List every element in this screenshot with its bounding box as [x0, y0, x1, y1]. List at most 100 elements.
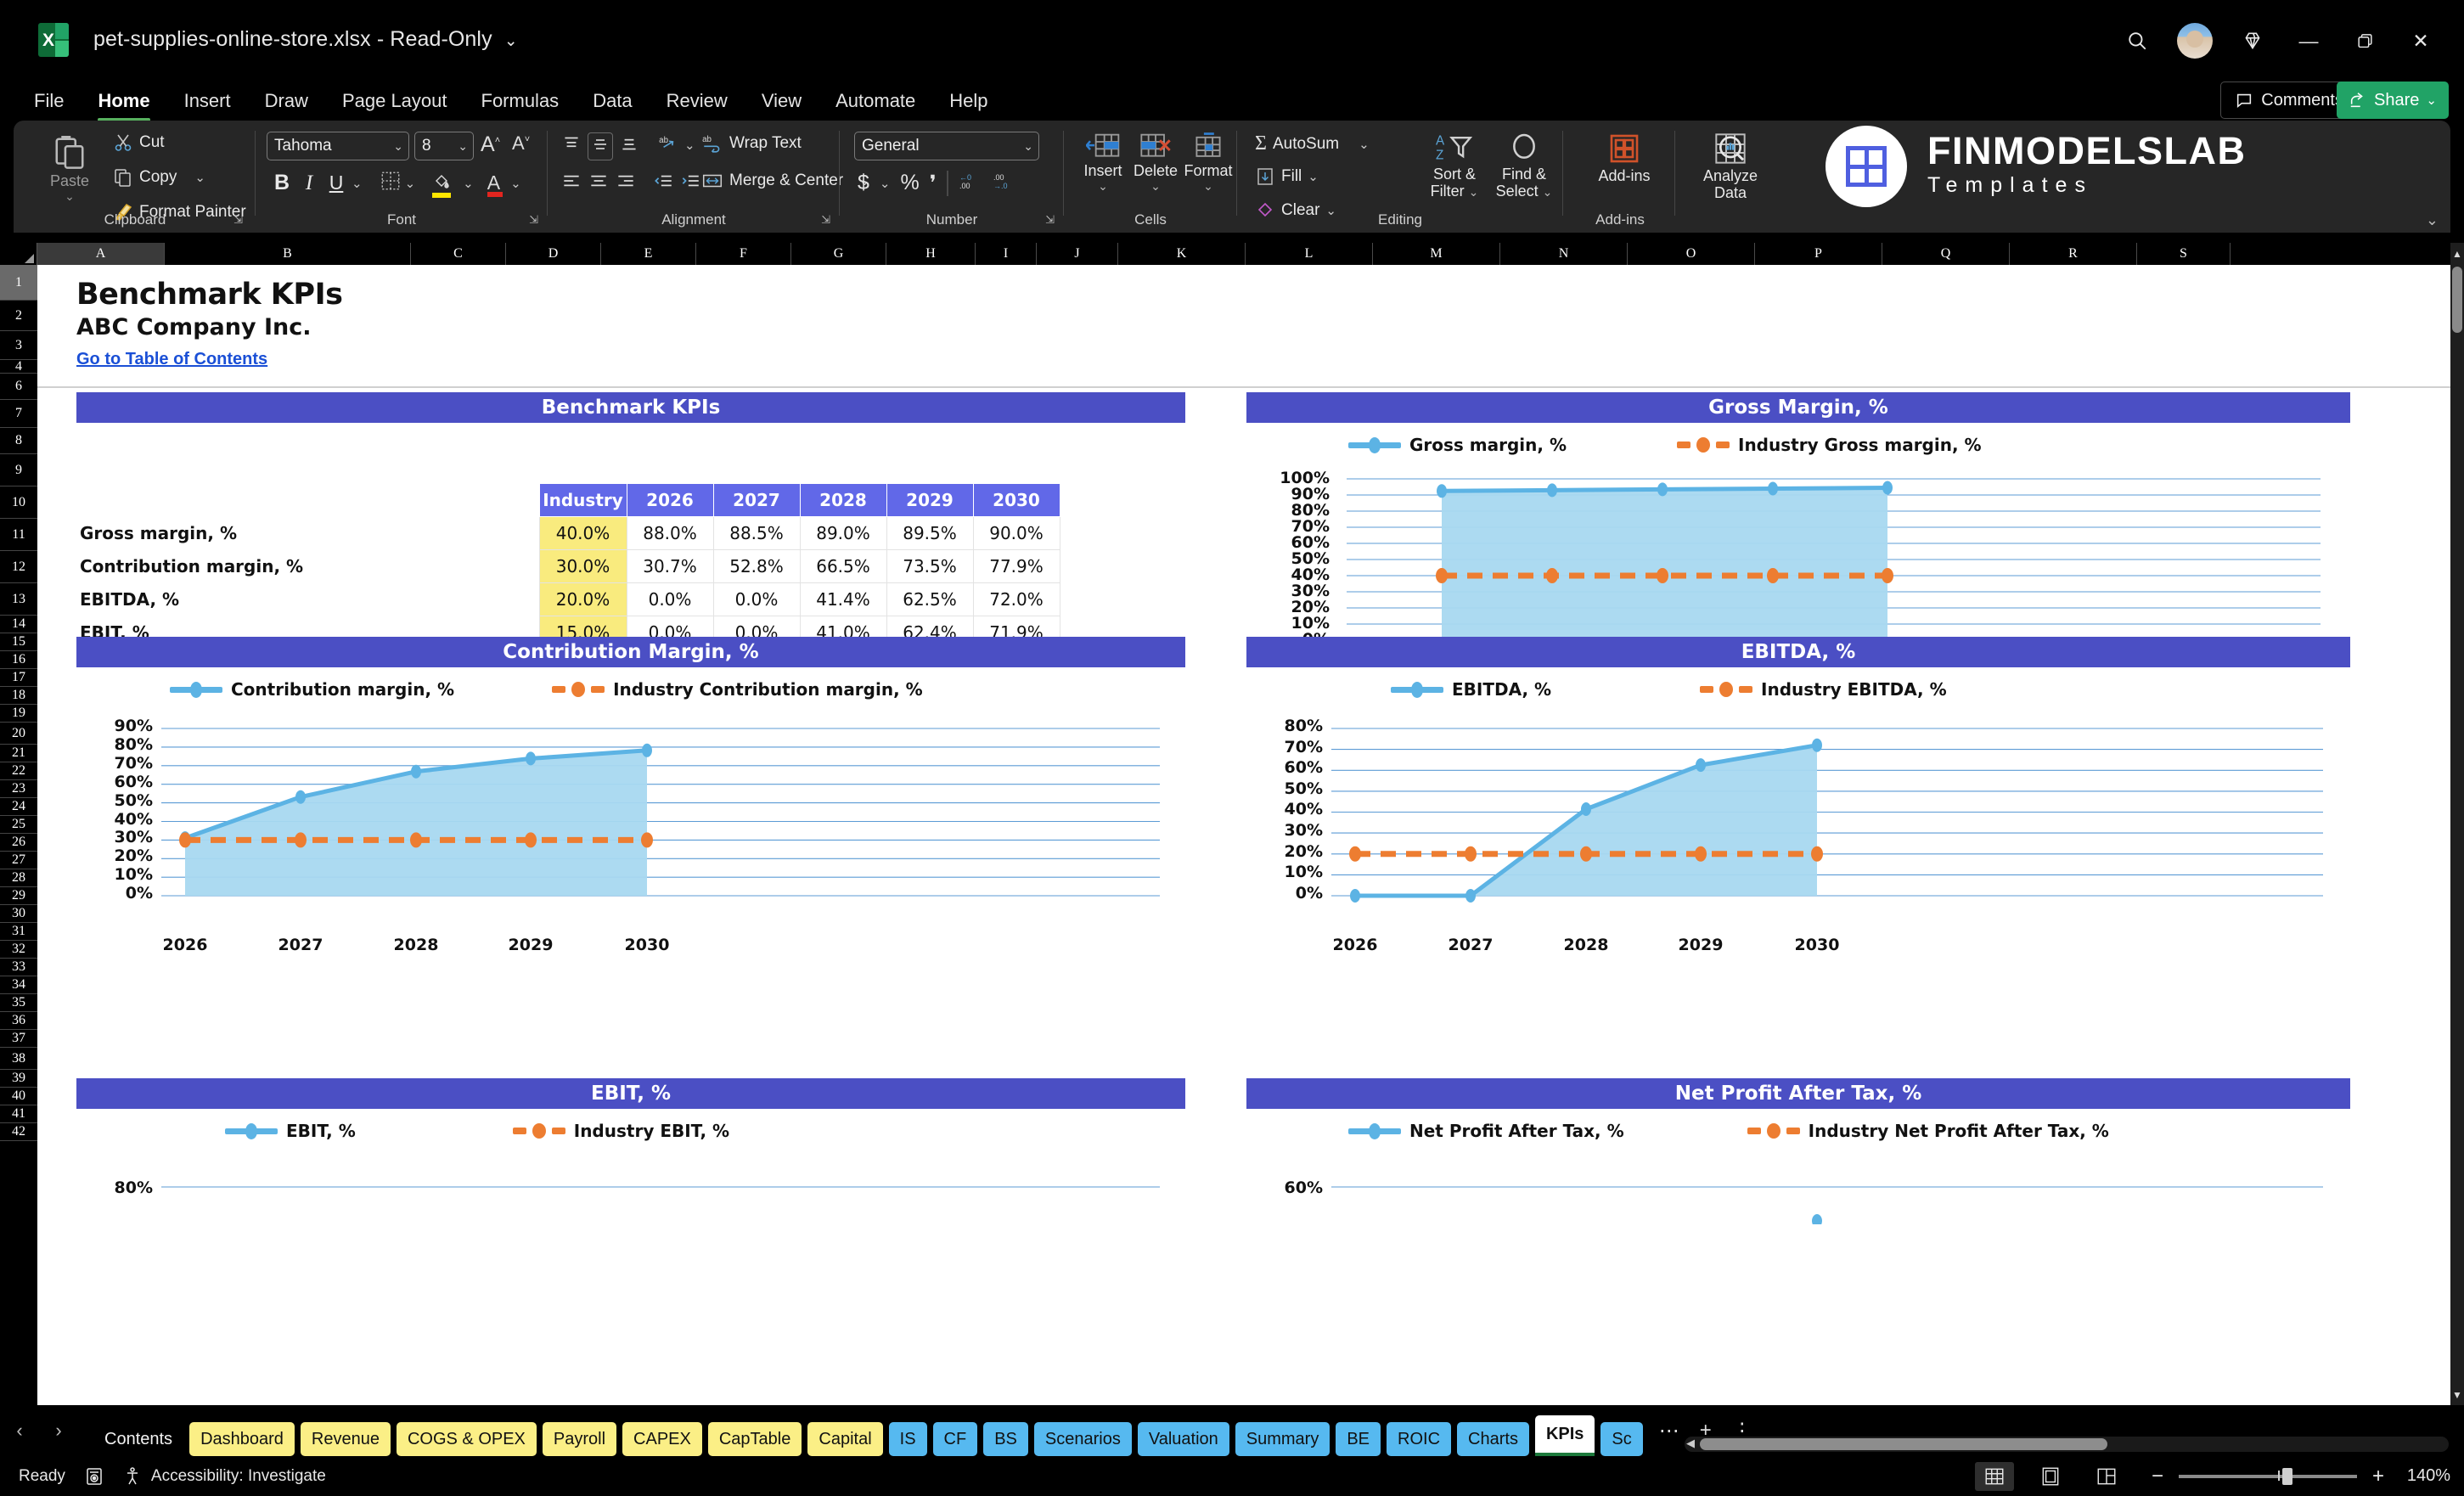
table-of-contents-link[interactable]: Go to Table of Contents: [76, 350, 268, 368]
minimize-button[interactable]: —: [2298, 29, 2319, 52]
underline-chevron-down-icon[interactable]: ⌄: [352, 176, 363, 191]
addins-button[interactable]: Add-ins: [1586, 129, 1662, 187]
row-header-4[interactable]: 4: [0, 359, 37, 374]
row-header-15[interactable]: 15: [0, 633, 37, 651]
ribbon-collapse-chevron-icon[interactable]: ⌄: [2425, 211, 2439, 228]
row-header-2[interactable]: 2: [0, 301, 37, 331]
alignment-dialog-launcher[interactable]: ⇲: [821, 213, 830, 226]
select-all-corner[interactable]: [0, 243, 37, 265]
decrease-font-size-button[interactable]: A˅: [512, 132, 531, 154]
fill-button[interactable]: Fill ⌄: [1252, 165, 1322, 188]
sheet-tab-is[interactable]: IS: [888, 1422, 927, 1456]
bold-button[interactable]: B: [273, 171, 290, 194]
insert-chevron-down-icon[interactable]: ⌄: [1098, 179, 1108, 194]
sheet-tab-kpis[interactable]: KPIs: [1534, 1415, 1595, 1456]
column-header-I[interactable]: I: [976, 243, 1037, 265]
row-header-29[interactable]: 29: [0, 887, 37, 905]
ribbon-tab-review[interactable]: Review: [666, 90, 728, 111]
column-header-O[interactable]: O: [1628, 243, 1755, 265]
sheet-tab-capex[interactable]: CAPEX: [622, 1422, 702, 1456]
comma-format-button[interactable]: ❜: [929, 171, 937, 195]
row-header-40[interactable]: 40: [0, 1088, 37, 1105]
align-middle-icon[interactable]: [588, 132, 613, 160]
page-layout-view-button[interactable]: [2031, 1462, 2070, 1491]
sheet-tab-charts[interactable]: Charts: [1457, 1422, 1529, 1456]
ribbon-tab-file[interactable]: File: [34, 90, 65, 111]
comments-button[interactable]: Comments: [2220, 82, 2358, 119]
row-header-26[interactable]: 26: [0, 834, 37, 852]
row-header-13[interactable]: 13: [0, 583, 37, 616]
format-cells-button[interactable]: Format ⌄: [1184, 129, 1233, 196]
row-header-12[interactable]: 12: [0, 551, 37, 583]
clear-button[interactable]: Clear ⌄: [1252, 199, 1340, 222]
chart-net-profit-after-tax[interactable]: Net Profit After Tax, % Net Profit After…: [1246, 1078, 2350, 1406]
copy-button[interactable]: Copy ⌄: [110, 166, 209, 189]
clear-chevron-down-icon[interactable]: ⌄: [1325, 204, 1336, 218]
legend-item-series[interactable]: Net Profit After Tax, %: [1348, 1121, 1624, 1141]
zoom-slider-knob[interactable]: [2281, 1467, 2292, 1485]
legend-item-series[interactable]: Contribution margin, %: [170, 679, 454, 700]
row-header-30[interactable]: 30: [0, 905, 37, 923]
decrease-decimal-icon[interactable]: .00 →.0: [993, 170, 1016, 196]
sheet-tab-scenarios[interactable]: Scenarios: [1033, 1422, 1132, 1456]
horizontal-scrollbar[interactable]: ◀: [1685, 1437, 2449, 1452]
ribbon-tab-formulas[interactable]: Formulas: [481, 90, 560, 111]
row-header-33[interactable]: 33: [0, 959, 37, 976]
font-size-select[interactable]: 8 ⌄: [414, 132, 474, 160]
fill-color-chevron-down-icon[interactable]: ⌄: [463, 176, 474, 191]
legend-item-industry[interactable]: Industry Contribution margin, %: [552, 679, 923, 700]
row-header-20[interactable]: 20: [0, 723, 37, 745]
close-button[interactable]: ✕: [2412, 29, 2429, 52]
legend-item-industry[interactable]: Industry EBIT, %: [512, 1121, 729, 1141]
restore-button[interactable]: [2337, 19, 2393, 63]
row-header-36[interactable]: 36: [0, 1012, 37, 1030]
ribbon-tab-data[interactable]: Data: [593, 90, 633, 111]
row-header-16[interactable]: 16: [0, 651, 37, 669]
chevron-down-icon[interactable]: ⌄: [503, 32, 518, 50]
next-sheet-arrow-icon[interactable]: ›: [55, 1420, 62, 1441]
ribbon-tab-draw[interactable]: Draw: [264, 90, 308, 111]
column-header-A[interactable]: A: [37, 243, 165, 265]
row-header-3[interactable]: 3: [0, 331, 37, 360]
tab-overflow-button[interactable]: ⋯: [1658, 1419, 1679, 1443]
column-header-N[interactable]: N: [1500, 243, 1628, 265]
delete-cells-button[interactable]: Delete ⌄: [1131, 129, 1180, 196]
align-right-icon[interactable]: [615, 170, 637, 196]
sheet-tab-sc[interactable]: Sc: [1600, 1422, 1643, 1456]
sheet-tab-summary[interactable]: Summary: [1235, 1422, 1330, 1456]
clipboard-dialog-launcher[interactable]: ⇲: [233, 213, 243, 226]
legend-item-industry[interactable]: Industry Gross margin, %: [1677, 435, 1982, 455]
column-header-L[interactable]: L: [1246, 243, 1373, 265]
row-header-24[interactable]: 24: [0, 798, 37, 816]
find-select-chevron-down-icon[interactable]: ⌄: [1542, 185, 1553, 200]
zoom-in-button[interactable]: +: [2371, 1464, 2384, 1488]
row-header-31[interactable]: 31: [0, 923, 37, 941]
format-painter-button[interactable]: Format Painter: [110, 200, 250, 224]
column-header-P[interactable]: P: [1755, 243, 1882, 265]
row-header-14[interactable]: 14: [0, 616, 37, 633]
autosum-chevron-down-icon[interactable]: ⌄: [1359, 137, 1370, 152]
underline-button[interactable]: U: [329, 172, 344, 194]
row-header-7[interactable]: 7: [0, 400, 37, 428]
row-header-39[interactable]: 39: [0, 1070, 37, 1088]
sort-filter-chevron-down-icon[interactable]: ⌄: [1468, 185, 1479, 200]
ribbon-tab-view[interactable]: View: [761, 90, 802, 111]
row-header-28[interactable]: 28: [0, 869, 37, 887]
column-header-K[interactable]: K: [1118, 243, 1246, 265]
sheet-tab-payroll[interactable]: Payroll: [542, 1422, 617, 1456]
share-button[interactable]: Share ⌄: [2337, 82, 2449, 119]
row-header-34[interactable]: 34: [0, 976, 37, 994]
legend-item-industry[interactable]: Industry EBITDA, %: [1700, 679, 1947, 700]
horizontal-scroll-thumb[interactable]: [1700, 1438, 2107, 1450]
scroll-left-arrow-icon[interactable]: ◀: [1686, 1437, 1695, 1449]
column-header-M[interactable]: M: [1373, 243, 1500, 265]
wrap-text-button[interactable]: ab Wrap Text: [698, 131, 805, 156]
ribbon-tab-page-layout[interactable]: Page Layout: [341, 90, 447, 111]
row-header-17[interactable]: 17: [0, 669, 37, 687]
sheet-tab-valuation[interactable]: Valuation: [1137, 1422, 1229, 1456]
row-header-42[interactable]: 42: [0, 1123, 37, 1141]
legend-item-series[interactable]: EBITDA, %: [1391, 679, 1551, 700]
row-header-37[interactable]: 37: [0, 1030, 37, 1048]
search-icon[interactable]: [2109, 19, 2165, 63]
legend-item-industry[interactable]: Industry Net Profit After Tax, %: [1747, 1121, 2109, 1141]
